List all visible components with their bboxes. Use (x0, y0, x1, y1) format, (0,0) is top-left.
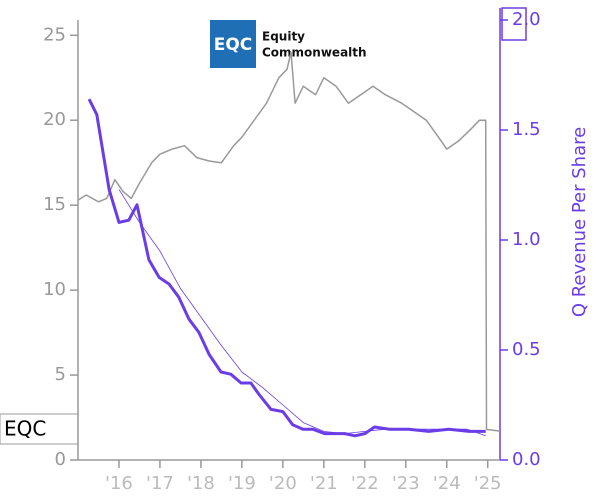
y2-tick-label: 0.5 (512, 339, 541, 360)
ticker-label: EQC (4, 417, 46, 441)
series-line (77, 51, 501, 432)
logo-mark: EQC (214, 35, 253, 55)
y-tick-label: 0 (55, 449, 66, 470)
y-tick-label: 20 (43, 109, 66, 130)
y2-tick-label: 1.0 (512, 229, 541, 250)
logo-name: Commonwealth (262, 46, 367, 60)
ticker-box (0, 413, 79, 445)
series-line (118, 189, 486, 437)
x-tick-label: '16 (105, 473, 133, 494)
x-tick-label: '18 (187, 473, 215, 494)
x-tick-label: '22 (351, 473, 379, 494)
x-tick-label: '19 (228, 473, 256, 494)
corner-box (501, 7, 527, 41)
y2-tick-label: 1.5 (512, 119, 541, 140)
series-line (87, 98, 486, 438)
y2-tick-label: 2.0 (512, 9, 541, 30)
y-tick-label: 15 (43, 194, 66, 215)
logo-box (210, 20, 256, 68)
logo-name: Equity (262, 30, 305, 44)
x-tick-label: '25 (474, 473, 502, 494)
y-tick-label: 5 (55, 364, 66, 385)
x-tick-label: '17 (146, 473, 174, 494)
y-tick-label: 25 (43, 24, 66, 45)
x-tick-label: '21 (310, 473, 338, 494)
y2-tick-label: 0.0 (512, 449, 541, 470)
x-tick-label: '23 (392, 473, 420, 494)
x-tick-label: '20 (269, 473, 297, 494)
y2-axis-label: Q Revenue Per Share (569, 127, 590, 317)
x-tick-label: '24 (433, 473, 461, 494)
y-tick-label: 10 (43, 279, 66, 300)
